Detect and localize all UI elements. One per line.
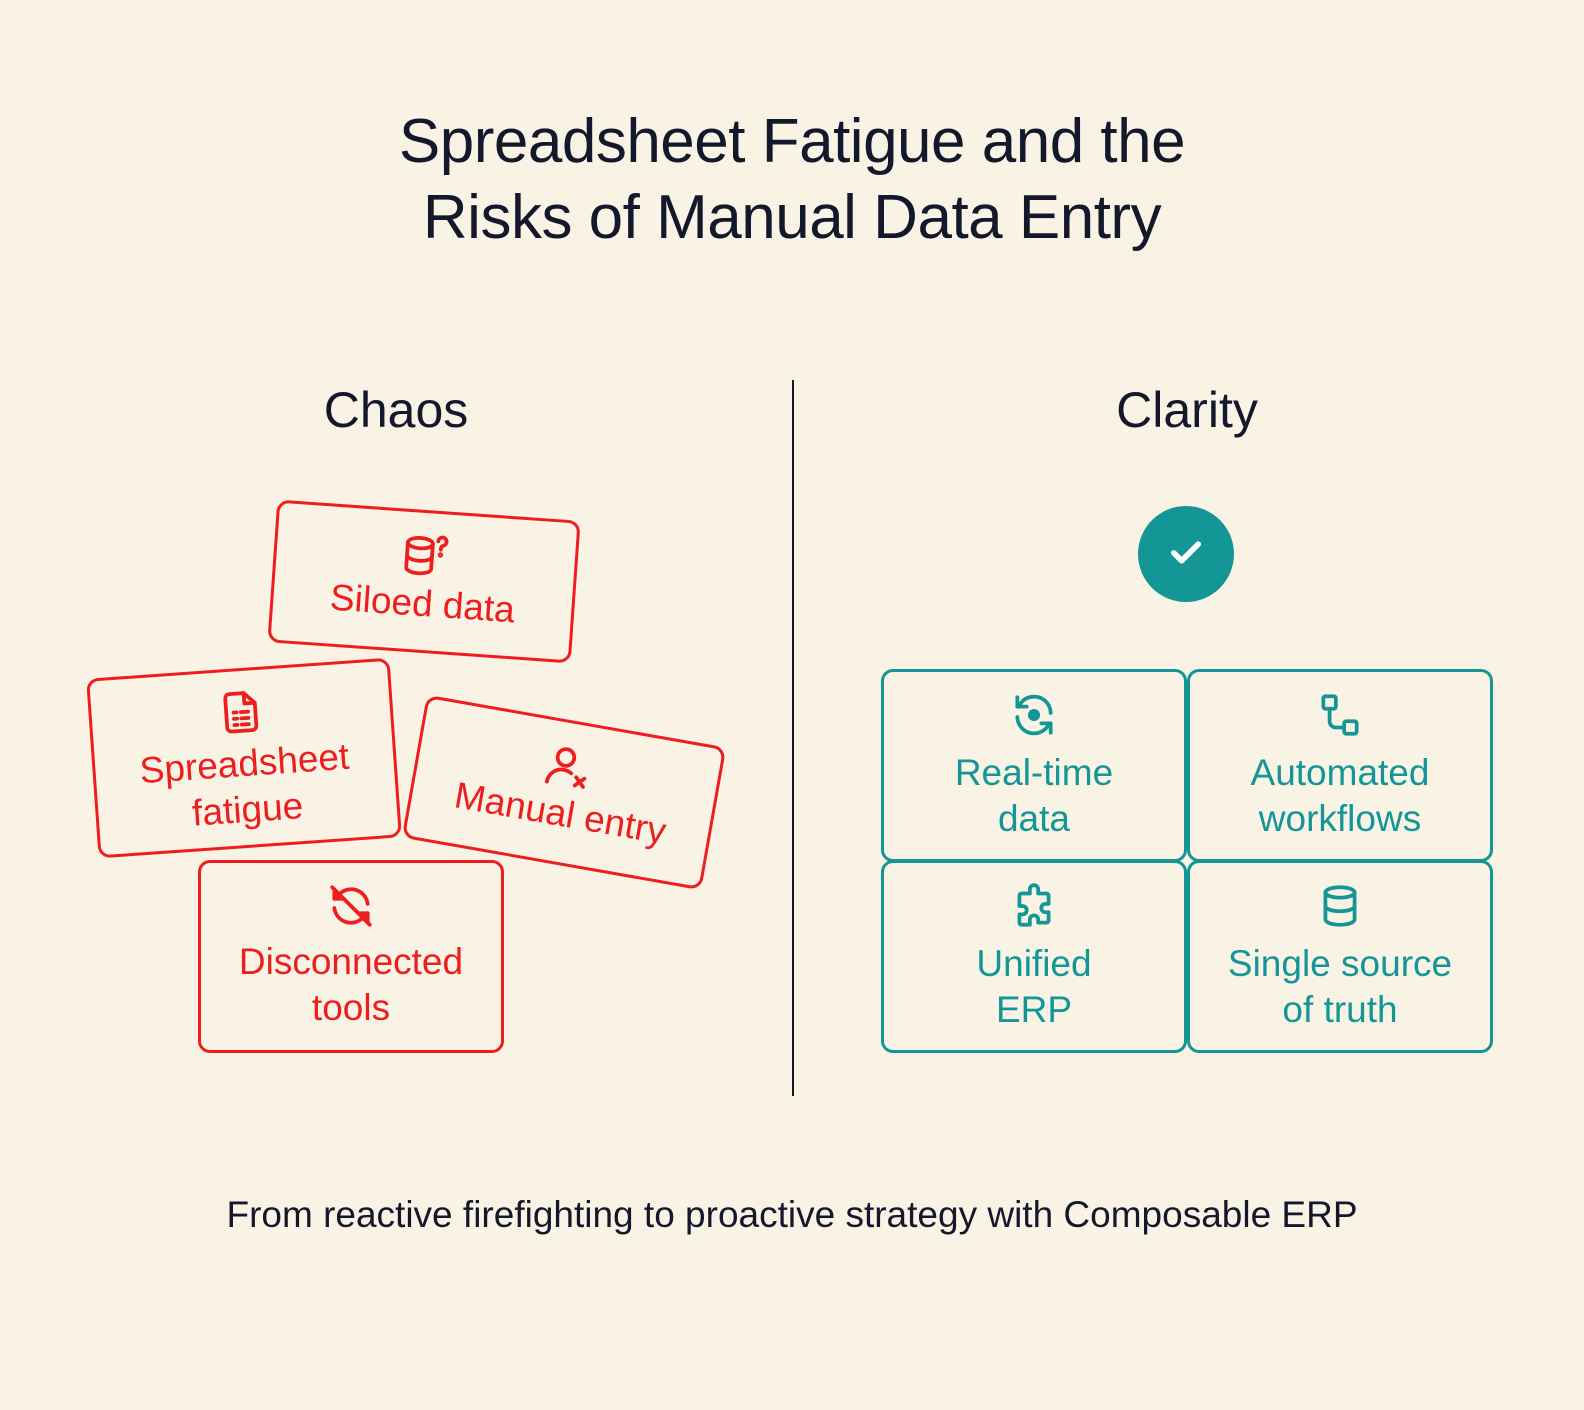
siloed-data-card: Siloed data <box>267 499 581 664</box>
automated-workflows-label-1: Automated <box>1250 752 1430 793</box>
single-source-label-1: Single source <box>1227 943 1453 984</box>
title-line-1: Spreadsheet Fatigue and the <box>398 107 1186 176</box>
unified-erp-card: Unified ERP <box>881 860 1187 1053</box>
footer-caption: From reactive firefighting to proactive … <box>226 1194 1358 1235</box>
database-icon <box>1190 881 1490 931</box>
unified-erp-label-2: ERP <box>995 989 1073 1030</box>
realtime-data-card: Real-time data <box>881 669 1187 862</box>
disconnected-tools-card: Disconnected tools <box>198 860 504 1053</box>
automated-workflows-label-2: workflows <box>1258 798 1422 839</box>
unified-erp-label-1: Unified <box>976 943 1092 984</box>
chaos-heading: Chaos <box>323 382 469 438</box>
single-source-card: Single source of truth <box>1187 860 1493 1053</box>
clarity-heading: Clarity <box>1116 382 1258 438</box>
page-title: Spreadsheet Fatigue and the Risks of Man… <box>0 104 1584 256</box>
check-circle-badge <box>1138 506 1234 602</box>
disconnected-tools-label-2: tools <box>311 987 391 1028</box>
check-icon <box>1165 531 1207 578</box>
sync-off-icon <box>201 881 501 931</box>
disconnected-tools-label-1: Disconnected <box>238 941 464 982</box>
realtime-data-label-1: Real-time <box>954 752 1114 793</box>
realtime-data-label-2: data <box>997 798 1070 839</box>
refresh-icon <box>884 690 1184 740</box>
single-source-label-2: of truth <box>1282 989 1398 1030</box>
puzzle-icon <box>884 881 1184 931</box>
automated-workflows-card: Automated workflows <box>1187 669 1493 862</box>
spreadsheet-fatigue-card: Spreadsheet fatigue <box>86 657 402 859</box>
spreadsheet-file-icon <box>90 677 391 748</box>
title-line-2: Risks of Manual Data Entry <box>422 183 1162 252</box>
database-question-icon <box>275 521 576 592</box>
workflow-icon <box>1190 690 1490 740</box>
column-divider <box>792 380 794 1096</box>
user-x-icon <box>418 716 720 817</box>
manual-entry-card: Manual entry <box>401 694 727 891</box>
